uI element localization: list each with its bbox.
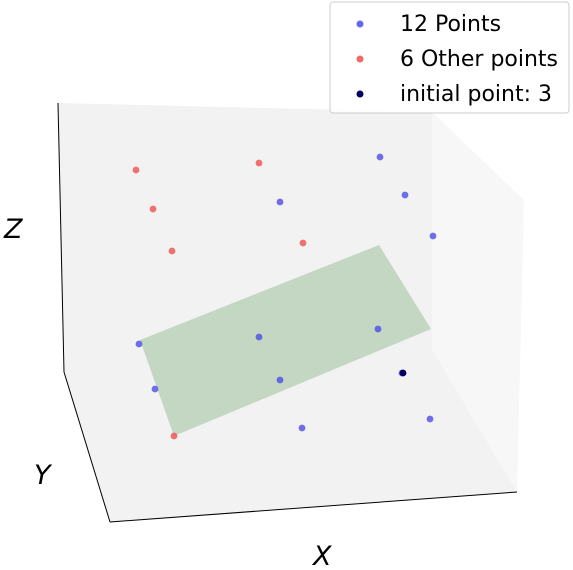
series-other-points-point-r3 xyxy=(150,206,157,213)
legend: 12 Points 6 Other points initial point: … xyxy=(330,2,569,113)
x-axis-label: X xyxy=(311,541,332,570)
legend-label-initial-point: initial point: 3 xyxy=(400,82,552,107)
series-12-points-point-b4 xyxy=(430,233,437,240)
legend-marker-other-points xyxy=(357,56,364,63)
series-other-points-point-r5 xyxy=(300,240,307,247)
series-other-points-point-r4 xyxy=(169,248,176,255)
series-12-points-point-b11 xyxy=(427,416,434,423)
legend-label-other-points: 6 Other points xyxy=(400,47,558,72)
series-12-points-point-b3 xyxy=(277,199,284,206)
series-12-points-point-b10 xyxy=(299,425,306,432)
legend-marker-12-points xyxy=(357,21,364,28)
y-axis-label: Y xyxy=(34,460,53,491)
series-other-points-point-r6 xyxy=(171,433,178,440)
legend-marker-initial-point xyxy=(357,91,364,98)
series-12-points-point-b9 xyxy=(277,377,284,384)
series-12-points-point-b6 xyxy=(256,334,263,341)
series-12-points-point-b7 xyxy=(375,326,382,333)
legend-label-12-points: 12 Points xyxy=(400,12,501,37)
series-12-points-point-b2 xyxy=(402,192,409,199)
series-12-points-point-b5 xyxy=(136,341,143,348)
z-axis-label: Z xyxy=(3,214,23,245)
series-other-points-point-r1 xyxy=(133,167,140,174)
series-12-points-point-b1 xyxy=(377,154,384,161)
series-other-points-point-r2 xyxy=(256,160,263,167)
series-initial-point-point-i1 xyxy=(400,370,407,377)
series-12-points-point-b8 xyxy=(152,386,159,393)
